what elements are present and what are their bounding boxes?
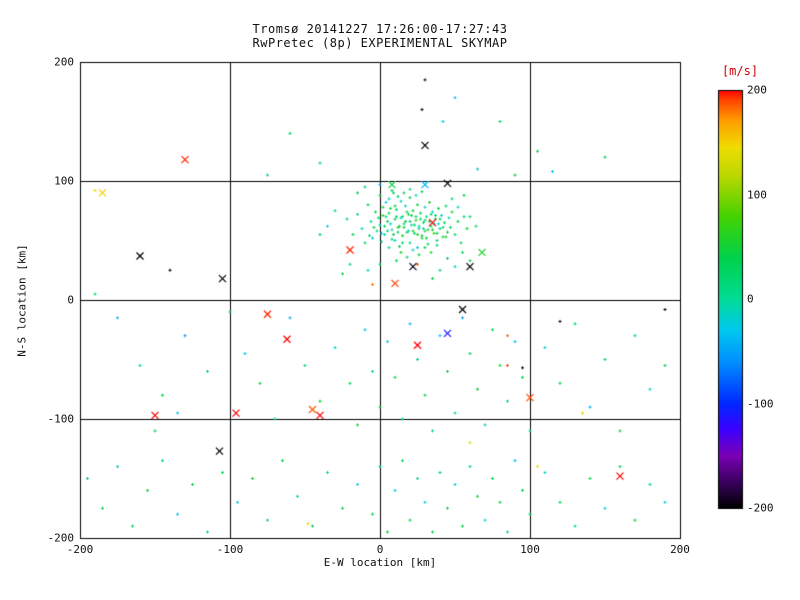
y-tick-label: 100: [54, 174, 74, 188]
x-tick-label: 200: [670, 543, 690, 556]
colorbar-tick-label: 100: [747, 188, 767, 201]
y-tick-label: -100: [47, 412, 75, 426]
x-tick-label: 0: [376, 543, 384, 556]
colorbar-tick-label: 200: [747, 83, 767, 97]
x-tick-label: -100: [216, 543, 244, 556]
colorbar-units-label: [m/s]: [721, 64, 759, 78]
y-tick-label: -200: [47, 531, 75, 545]
colorbar-tick-label: -200: [747, 501, 774, 515]
x-axis-label: E-W location [km]: [323, 556, 437, 569]
colorbar-tick-label: 0: [747, 292, 754, 306]
colorbar-tick-label: -100: [747, 397, 774, 410]
x-tick-label: -200: [66, 543, 94, 556]
y-tick-label: 0: [67, 293, 74, 307]
y-tick-label: 200: [54, 55, 74, 69]
x-tick-label: 100: [520, 543, 540, 556]
y-axis-label: N-S location [km]: [15, 244, 29, 357]
